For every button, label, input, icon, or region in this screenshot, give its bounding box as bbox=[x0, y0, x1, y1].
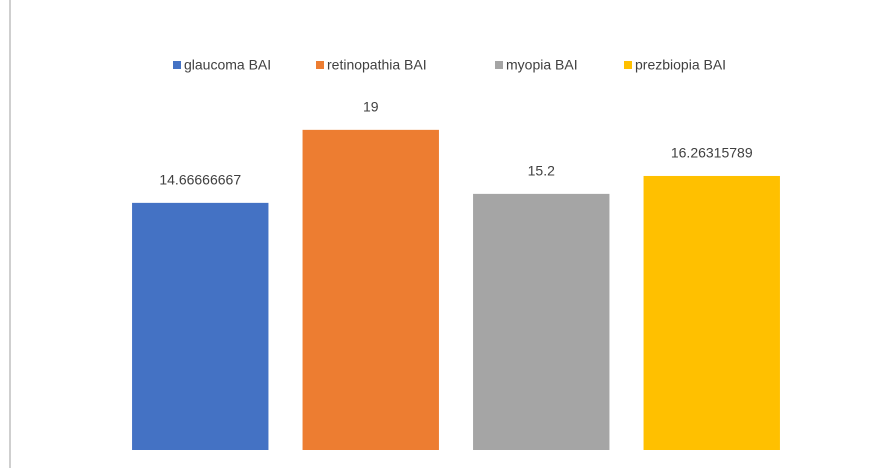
legend-swatch bbox=[173, 61, 181, 69]
legend-label: myopia BAI bbox=[506, 57, 578, 73]
legend-swatch bbox=[495, 61, 503, 69]
legend-label: glaucoma BAI bbox=[184, 57, 271, 73]
legend-swatch bbox=[624, 61, 632, 69]
data-label: 14.66666667 bbox=[159, 172, 241, 188]
legend-label: retinopathia BAI bbox=[327, 57, 427, 73]
legend-swatch bbox=[316, 61, 324, 69]
bar bbox=[473, 193, 610, 450]
data-label: 19 bbox=[363, 99, 379, 115]
data-label: 16.26315789 bbox=[671, 145, 753, 161]
bar bbox=[302, 129, 439, 450]
data-label: 15.2 bbox=[528, 163, 555, 179]
bar bbox=[643, 175, 780, 450]
bar bbox=[132, 202, 269, 450]
legend-label: prezbiopia BAI bbox=[635, 57, 726, 73]
